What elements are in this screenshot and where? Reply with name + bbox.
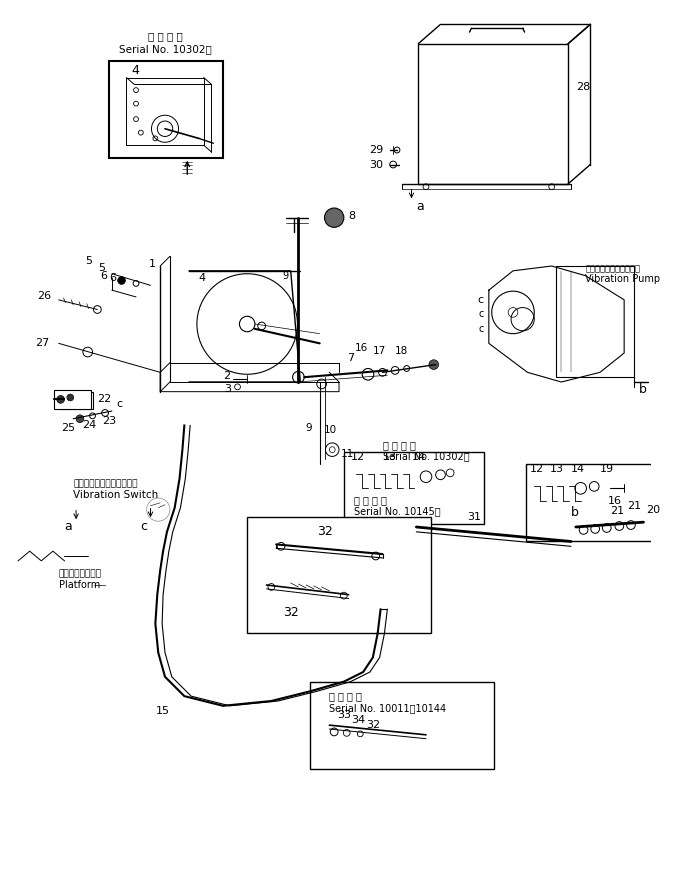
Text: 16: 16	[355, 343, 367, 353]
Text: Vibration Switch: Vibration Switch	[73, 490, 158, 500]
Text: バイブレーションポンプ: バイブレーションポンプ	[586, 264, 641, 274]
Text: Serial No. 10302～: Serial No. 10302～	[118, 45, 211, 55]
Text: 8: 8	[349, 210, 356, 221]
Text: 15: 15	[156, 706, 170, 715]
Text: 21: 21	[610, 506, 624, 516]
Text: 14: 14	[571, 464, 585, 474]
Text: バイブレーションスイッチ: バイブレーションスイッチ	[73, 479, 138, 488]
Text: Serial No. 10302～: Serial No. 10302～	[382, 451, 469, 461]
Bar	[59, 392, 92, 409]
Text: c: c	[116, 400, 122, 409]
Text: 21: 21	[627, 501, 641, 510]
Text: 6: 6	[100, 271, 107, 281]
Text: 12: 12	[351, 452, 365, 462]
Text: 18: 18	[395, 346, 409, 356]
Bar	[54, 390, 91, 409]
Text: 32: 32	[316, 525, 332, 539]
Text: 20: 20	[646, 504, 660, 515]
Text: 33: 33	[337, 710, 351, 721]
Text: 23: 23	[102, 415, 116, 426]
Text: 34: 34	[351, 715, 365, 725]
Text: 26: 26	[37, 291, 51, 301]
Text: Platform: Platform	[59, 580, 100, 590]
Text: 6: 6	[110, 273, 116, 282]
Text: 13: 13	[382, 452, 396, 462]
Text: c: c	[479, 310, 484, 319]
Text: プラットフォーム: プラットフォーム	[59, 568, 102, 578]
Text: 4: 4	[199, 273, 206, 282]
Text: 適 用 号 機: 適 用 号 機	[353, 495, 386, 505]
Text: 適 用 号 機: 適 用 号 機	[147, 31, 182, 41]
Circle shape	[57, 395, 65, 403]
Text: Serial No. 10145～: Serial No. 10145～	[353, 507, 440, 517]
Text: 5: 5	[85, 256, 92, 266]
Text: 27: 27	[35, 338, 49, 348]
Bar	[419, 44, 568, 184]
Text: 16: 16	[608, 496, 623, 506]
Text: 9: 9	[306, 423, 312, 434]
Text: 19: 19	[600, 464, 614, 474]
Text: 5: 5	[98, 263, 105, 273]
Text: 1: 1	[148, 259, 155, 269]
Text: 30: 30	[369, 159, 384, 170]
Bar	[109, 61, 223, 158]
Text: 17: 17	[373, 346, 386, 356]
Text: 13: 13	[550, 464, 564, 474]
Bar	[247, 517, 431, 634]
Text: 10: 10	[324, 425, 336, 436]
Text: b: b	[571, 506, 579, 519]
Bar	[526, 464, 666, 541]
Circle shape	[67, 394, 73, 401]
Text: 9: 9	[283, 271, 289, 281]
Text: c: c	[478, 295, 484, 304]
Bar	[344, 451, 484, 524]
Text: 31: 31	[467, 512, 481, 523]
Text: c: c	[479, 324, 484, 334]
Text: 適 用 号 機: 適 用 号 機	[329, 691, 362, 701]
Text: 14: 14	[411, 452, 425, 462]
Text: 22: 22	[98, 394, 112, 405]
Circle shape	[76, 414, 84, 422]
Text: 7: 7	[347, 353, 354, 363]
Text: 32: 32	[366, 720, 380, 730]
Text: 適 用 号 機: 適 用 号 機	[382, 440, 415, 450]
Text: 28: 28	[576, 82, 590, 92]
Circle shape	[429, 360, 439, 370]
Text: a: a	[65, 520, 72, 533]
Text: c: c	[140, 520, 147, 533]
Text: 2: 2	[223, 371, 231, 381]
Text: 24: 24	[83, 420, 97, 429]
Text: a: a	[417, 200, 424, 213]
Bar	[557, 266, 634, 378]
Circle shape	[324, 208, 344, 227]
Text: 25: 25	[61, 423, 75, 434]
Text: 3: 3	[223, 384, 231, 393]
Text: 11: 11	[341, 450, 354, 459]
Circle shape	[118, 276, 125, 284]
Text: Serial No. 10011～10144: Serial No. 10011～10144	[329, 703, 446, 713]
Text: Vibration Pump: Vibration Pump	[586, 274, 661, 283]
Text: b: b	[639, 383, 647, 396]
Bar	[310, 682, 494, 768]
Text: 32: 32	[283, 605, 299, 619]
Text: 4: 4	[131, 64, 139, 77]
Text: 12: 12	[530, 464, 544, 474]
Text: 29: 29	[369, 145, 384, 155]
